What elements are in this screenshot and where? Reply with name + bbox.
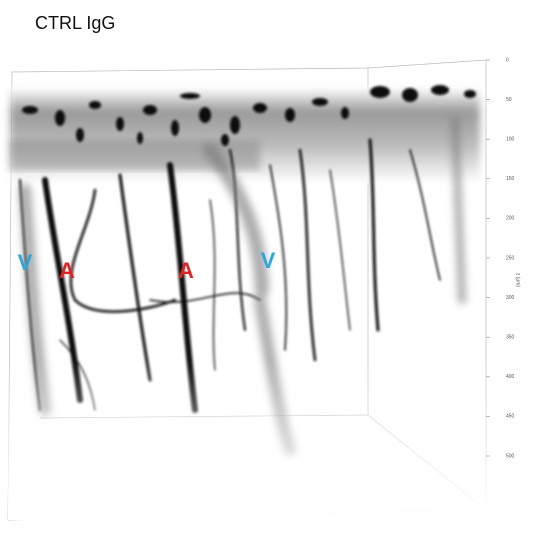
vessel-label: V [261,248,276,273]
z-tick-label: 0 [506,57,509,63]
z-axis-label: z (µm) [515,273,521,288]
z-tick-label: 200 [506,216,515,222]
vessel-label: A [178,258,194,283]
z-tick-label: 500 [506,453,515,459]
volume-render [7,59,488,521]
z-tick-label: 300 [506,295,515,301]
z-tick-label: 50 [506,97,512,103]
z-tick-label: 250 [506,255,515,261]
z-tick-label: 450 [506,414,515,420]
figure-title: CTRL IgG [35,13,115,33]
z-axis: 0 50 100 150 200 250 300 350 400 450 500 z (µm) [486,57,521,459]
vessel-label: V [18,250,33,275]
vessel-label: A [59,258,75,283]
z-tick-label: 100 [506,137,515,143]
z-tick-label: 400 [506,374,515,380]
z-tick-label: 150 [506,176,515,182]
z-tick-label: 350 [506,335,515,341]
